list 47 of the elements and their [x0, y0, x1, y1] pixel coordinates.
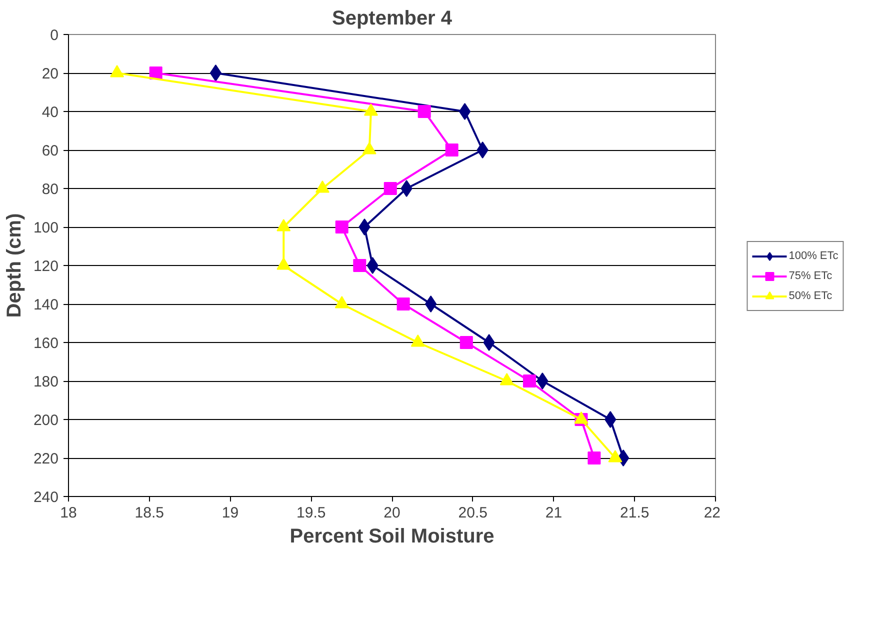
y-tick-label: 200: [33, 412, 59, 429]
y-tick-label: 120: [33, 258, 59, 275]
y-tick-label: 40: [42, 104, 59, 121]
x-tick-label: 21.5: [620, 504, 650, 522]
point: [522, 374, 536, 388]
x-tick-label: 19.5: [296, 504, 326, 522]
y-tick-label: 220: [33, 450, 59, 468]
point: [366, 257, 378, 274]
y-tick-label: 20: [42, 66, 59, 82]
point: [458, 103, 471, 120]
x-tick-label: 20.5: [458, 504, 488, 522]
y-tick-label: 180: [33, 374, 59, 390]
y-tick-label: 60: [42, 142, 59, 160]
y-axis-title: Depth (cm): [3, 213, 26, 318]
chart-title: September 4: [332, 8, 453, 30]
point: [396, 298, 410, 310]
point: [536, 372, 548, 390]
point: [588, 452, 601, 464]
x-tick-label: 18: [60, 504, 77, 522]
point: [483, 334, 495, 351]
legend-label: 50% ETc: [788, 290, 832, 302]
y-tick-label: 0: [50, 27, 58, 44]
y-tick-label: 80: [42, 181, 59, 198]
x-tick-label: 19: [222, 504, 239, 522]
point: [353, 259, 366, 272]
point: [384, 182, 397, 195]
point: [476, 142, 488, 158]
y-tick-label: 140: [33, 296, 59, 314]
point: [604, 411, 616, 428]
point: [358, 218, 370, 236]
x-tick-label: 22: [704, 504, 721, 522]
y-tick-label: 240: [33, 489, 59, 506]
y-tick-label: 160: [33, 335, 59, 352]
x-axis-title: Percent Soil Moisture: [290, 526, 494, 548]
point: [424, 296, 437, 312]
y-tick-label: 100: [33, 220, 59, 236]
point: [400, 180, 412, 197]
x-tick-label: 21: [545, 504, 562, 522]
point: [445, 144, 458, 156]
point: [418, 105, 431, 118]
x-tick-label: 18.5: [134, 504, 164, 522]
point: [460, 336, 473, 349]
x-tick-label: 20: [384, 504, 400, 522]
legend-label: 100% ETc: [788, 250, 838, 262]
legend-label: 75% ETc: [788, 270, 832, 282]
point: [210, 64, 222, 82]
point: [335, 220, 348, 234]
